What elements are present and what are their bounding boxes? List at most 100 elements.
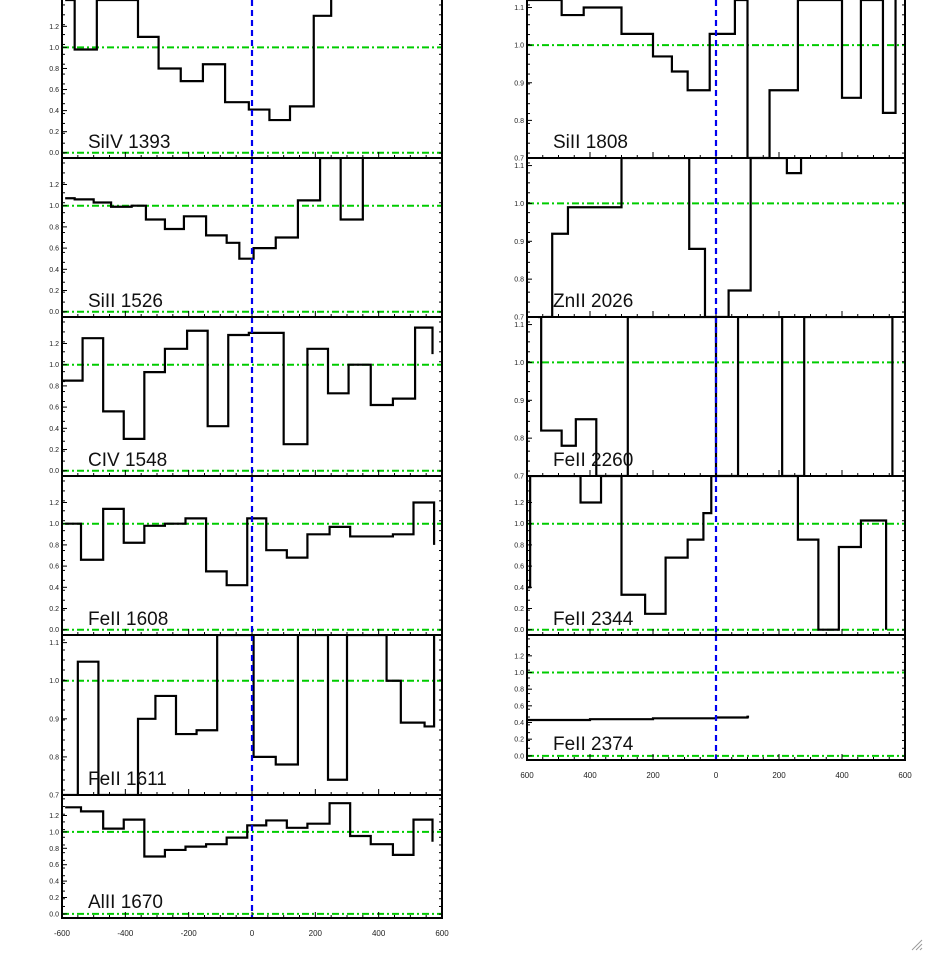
panel-siiv-1393: 0.0 0.2 0.4 0.6 0.8 1.0 1.2 SiIV 1393: [49, 0, 443, 159]
transition-label-feii-2374: FeII 2374: [553, 734, 634, 755]
y-tick-label: 1.0: [514, 670, 524, 677]
y-tick-label: 0.4: [49, 879, 59, 886]
y-tick-label: 0.0: [49, 468, 59, 475]
y-tick-label: 0.9: [49, 716, 59, 723]
y-tick-label: 0.4: [49, 267, 59, 274]
y-tick-label: 0.0: [514, 627, 524, 634]
panel-feii-1608: 0.0 0.2 0.4 0.6 0.8 1.0 1.2 FeII 1608: [49, 475, 443, 636]
y-tick-label: 0.2: [514, 606, 524, 613]
y-tick-label: 0.7: [49, 793, 59, 800]
x-tick-label: 400: [372, 929, 386, 938]
y-tick-label: 0.6: [49, 246, 59, 253]
x-tick-label: 600: [520, 771, 534, 780]
x-tick-label: -400: [117, 929, 134, 938]
y-tick-label: 1.2: [49, 182, 59, 189]
spectrum-alii-1670: [65, 802, 434, 858]
y-tick-label: 0.2: [514, 737, 524, 744]
y-tick-label: 1.2: [49, 500, 59, 507]
x-tick-label: 0: [714, 771, 719, 780]
y-tick-label: 0.6: [49, 862, 59, 869]
panel-alii-1670: 0.0 0.2 0.4 0.6 0.8 1.0 1.2 AlII 1670 -600 -400 -2…: [49, 794, 449, 938]
y-tick-label: 0.2: [49, 895, 59, 902]
x-tick-label: 400: [835, 771, 849, 780]
panel-feii-2260: 0.7 0.8 0.9 1.0 1.1 FeII 2260: [514, 316, 906, 481]
transition-label-feii-1608: FeII 1608: [88, 609, 168, 630]
y-tick-label: 0.4: [49, 108, 59, 115]
y-tick-label: 1.2: [49, 341, 59, 348]
y-tick-label: 0.6: [514, 564, 524, 571]
spectrum-feii-2374: [527, 715, 750, 722]
spectrum-feii-2344: [527, 476, 888, 631]
y-tick-label: 0.0: [514, 753, 524, 760]
spectrum-siii-1526: [65, 158, 364, 260]
spectrum-feii-2260: [538, 317, 894, 476]
y-tick-label: 1.0: [514, 521, 524, 528]
x-tick-label: 600: [898, 771, 912, 780]
y-tick-label: 1.0: [49, 203, 59, 210]
y-tick-label: 0.0: [49, 309, 59, 316]
y-tick-label: 0.8: [514, 687, 524, 694]
transition-label-alii-1670: AlII 1670: [88, 892, 163, 913]
panel-siii-1808: 0.7 0.8 0.9 1.0 1.1 SiII 1808: [514, 0, 906, 163]
transition-label-siii-1526: SiII 1526: [88, 291, 163, 312]
y-tick-label: 0.7: [514, 315, 524, 322]
y-tick-label: 1.0: [49, 521, 59, 528]
y-tick-label: 0.9: [514, 239, 524, 246]
y-tick-label: 0.9: [514, 80, 524, 87]
y-tick-label: 0.8: [49, 846, 59, 853]
transition-label-feii-1611: FeII 1611: [88, 769, 167, 790]
x-tick-label: -200: [181, 929, 198, 938]
spectrum-feii-1608: [65, 501, 436, 587]
y-tick-label: 0.4: [49, 426, 59, 433]
transition-label-feii-2260: FeII 2260: [553, 450, 633, 471]
spectrum-siii-1808: [527, 0, 897, 158]
panel-znii-2026: 0.7 0.8 0.9 1.0 1.1 ZnII 2026: [514, 157, 906, 322]
y-tick-label: 0.8: [49, 754, 59, 761]
x-tick-label: 600: [435, 929, 449, 938]
y-tick-label: 0.6: [49, 564, 59, 571]
panel-frame: [526, 634, 906, 761]
y-tick-label: 0.8: [49, 66, 59, 73]
y-tick-label: 0.8: [514, 542, 524, 549]
transition-label-feii-2344: FeII 2344: [553, 609, 634, 630]
y-tick-label: 1.0: [49, 362, 59, 369]
x-tick-label: -600: [54, 929, 71, 938]
panel-siii-1526: 0.0 0.2 0.4 0.6 0.8 1.0 1.2 SiII 1526: [49, 157, 443, 318]
y-tick-label: 1.2: [514, 500, 524, 507]
spectrum-znii-2026: [544, 158, 803, 317]
panel-feii-1611: 0.7 0.8 0.9 1.0 1.1 FeII 1611: [49, 634, 443, 800]
spectrum-feii-1611: [62, 635, 436, 795]
x-tick-label: 0: [250, 929, 255, 938]
resize-grip-icon[interactable]: [909, 937, 923, 951]
y-tick-label: 1.0: [49, 829, 59, 836]
y-tick-label: 0.8: [514, 277, 524, 284]
y-tick-label: 0.6: [49, 87, 59, 94]
transition-label-siiv-1393: SiIV 1393: [88, 132, 170, 153]
x-tick-label: 200: [646, 771, 660, 780]
panel-feii-2374: 0.0 0.2 0.4 0.6 0.8 1.0 1.2 FeII 2374 600 400 200 0…: [514, 634, 912, 780]
y-tick-label: 0.2: [49, 447, 59, 454]
y-tick-label: 0.8: [514, 436, 524, 443]
y-tick-label: 1.1: [49, 640, 59, 647]
y-tick-label: 0.8: [49, 383, 59, 390]
x-tick-label: 400: [583, 771, 597, 780]
panel-civ-1548: 0.0 0.2 0.4 0.6 0.8 1.0 1.2 CIV 1548: [49, 316, 443, 477]
y-tick-label: 0.4: [514, 720, 524, 727]
y-tick-label: 1.0: [514, 360, 524, 367]
y-tick-label: 0.0: [49, 150, 59, 157]
y-tick-label: 0.2: [49, 129, 59, 136]
panel-feii-2344: 0.0 0.2 0.4 0.6 0.8 1.0 1.2 FeII 2344: [514, 475, 906, 636]
y-tick-label: 1.2: [514, 653, 524, 660]
spectrum-civ-1548: [62, 326, 434, 446]
y-tick-label: 0.4: [514, 585, 524, 592]
y-tick-label: 1.0: [49, 678, 59, 685]
y-tick-label: 0.7: [514, 156, 524, 163]
y-tick-label: 0.8: [49, 224, 59, 231]
transition-label-civ-1548: CIV 1548: [88, 450, 167, 471]
y-tick-label: 1.2: [49, 813, 59, 820]
spectrum-siiv-1393: [65, 0, 333, 122]
y-tick-label: 0.2: [49, 288, 59, 295]
y-tick-label: 0.0: [49, 911, 59, 918]
y-tick-label: 1.0: [514, 43, 524, 50]
